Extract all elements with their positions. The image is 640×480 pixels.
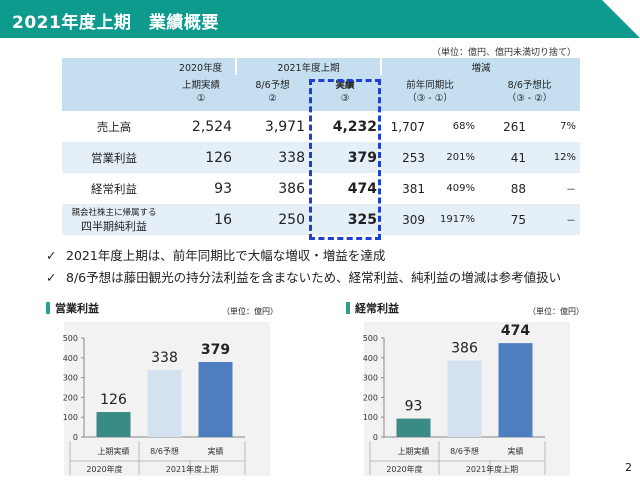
bullet-item: ✓ 2021年度上期は、前年同期比で大幅な増収・増益を達成 (46, 248, 386, 263)
chart-unit-left: （単位：億円） (222, 307, 278, 316)
bar-value-label: 93 (405, 399, 423, 415)
y-tick-label: 100 (363, 413, 378, 422)
table-row: 経常利益 93 386 474 381 409% 88 － (62, 173, 580, 204)
header-2021-h1: 2021年度上期 (235, 58, 381, 75)
x-category-label: 8/6予想 (150, 446, 179, 456)
bar (198, 361, 233, 437)
bar-value-label: 338 (151, 350, 178, 366)
title-corner-decoration (602, 0, 640, 38)
checkmark-icon: ✓ (46, 248, 57, 263)
cell: 75 (479, 204, 530, 235)
bar (396, 418, 431, 437)
bar (447, 360, 482, 437)
cell: 386 (278, 180, 305, 197)
bar (498, 343, 533, 437)
cell: 381 (402, 181, 425, 196)
subheader-h1-actual: 上期実績 ① (166, 75, 236, 111)
cell: 261 (503, 119, 526, 134)
cell: 2,524 (191, 118, 232, 135)
y-tick-label: 500 (63, 334, 78, 343)
x-category-label: 実績 (508, 446, 524, 456)
table-header-row: 2020年度 2021年度上期 増減 (62, 58, 581, 75)
y-tick-label: 200 (63, 393, 78, 402)
actual-column-highlight (309, 79, 381, 240)
bar-value-label: 474 (501, 323, 530, 339)
cell: － (566, 185, 577, 196)
bullet-item: ✓ 8/6予想は藤田観光の持分法利益を含まないため、経常利益、純利益の増減は参考値… (46, 270, 562, 285)
bar (147, 370, 182, 437)
y-tick-label: 0 (373, 433, 378, 442)
y-tick-label: 400 (63, 354, 78, 363)
row-label-sales: 売上高 (96, 119, 132, 134)
cell: 253 (381, 142, 429, 173)
checkmark-icon: ✓ (46, 270, 57, 285)
cell: 325 (309, 204, 381, 235)
header-2020: 2020年度 (166, 58, 236, 75)
y-tick-label: 100 (63, 413, 78, 422)
bar-value-label: 379 (201, 342, 230, 358)
cell: 1,707 (390, 119, 425, 134)
cell: 338 (236, 142, 309, 173)
cell: 12% (530, 142, 581, 173)
results-table: 2020年度 2021年度上期 増減 上期実績 ① 8/6予想 ② 実績 ③ 前年同期… (62, 58, 581, 235)
cell: 3,971 (264, 118, 305, 135)
cell: 379 (309, 142, 381, 173)
x-group-label: 2021年度上期 (466, 464, 518, 474)
title-marker-icon (346, 302, 350, 314)
cell: 7% (560, 121, 577, 132)
x-group-label: 2020年度 (86, 464, 122, 474)
cell: － (530, 204, 581, 235)
subheader-yoy: 前年同期比 （③ - ①） (381, 75, 479, 111)
bar-value-label: 126 (100, 392, 127, 408)
table-row: 売上高 2,524 3,971 4,232 1,707 68% 261 7% (62, 111, 580, 142)
cell: 93 (214, 180, 232, 197)
header-change: 増減 (379, 58, 581, 75)
chart-title-operating-income: 営業利益 (46, 300, 99, 316)
y-tick-label: 300 (63, 374, 78, 383)
title-marker-icon (46, 302, 50, 314)
x-category-label: 上期実績 (98, 446, 130, 456)
cell: 126 (166, 142, 236, 173)
table-unit-note: （単位：億円、億円未満切り捨て） (431, 48, 576, 58)
cell: 409% (446, 183, 475, 194)
cell: 4,232 (332, 118, 377, 135)
summary-bullets: ✓ 2021年度上期は、前年同期比で大幅な増収・増益を達成 ✓ 8/6予想は藤田観光… (46, 247, 561, 291)
y-tick-label: 300 (363, 374, 378, 383)
cell: 474 (347, 180, 377, 197)
subheader-vs-forecast: 8/6予想比 （③ - ②） (479, 75, 581, 111)
x-group-label: 2021年度上期 (166, 464, 218, 474)
cell: 16 (166, 204, 236, 235)
x-category-label: 上期実績 (398, 446, 430, 456)
title-bar: 2021年度上期 業績概要 (0, 0, 640, 38)
bar-value-label: 386 (451, 341, 478, 357)
row-label-operating-income: 営業利益 (62, 142, 166, 173)
table-row: 親会社株主に帰属する 四半期純利益 16 250 325 309 1917% 75… (62, 204, 581, 235)
cell: 68% (452, 121, 475, 132)
x-category-label: 8/6予想 (450, 446, 479, 456)
page-number: 2 (625, 461, 632, 474)
chart-title-ordinary-income: 経常利益 (346, 300, 399, 316)
cell: 201% (429, 142, 479, 173)
table-row: 営業利益 126 338 379 253 201% 41 12% (62, 142, 581, 173)
x-group-label: 2020年度 (386, 464, 422, 474)
y-tick-label: 400 (363, 354, 378, 363)
bar (96, 412, 131, 437)
cell: 41 (479, 142, 530, 173)
cell: 250 (236, 204, 309, 235)
row-label-ordinary-income: 経常利益 (91, 181, 137, 196)
cell: 309 (381, 204, 429, 235)
subheader-forecast: 8/6予想 ② (236, 75, 309, 111)
cell: 88 (510, 181, 526, 196)
cell: 1917% (429, 204, 479, 235)
y-tick-label: 500 (363, 334, 378, 343)
page-title: 2021年度上期 業績概要 (12, 13, 219, 33)
y-tick-label: 0 (73, 433, 78, 442)
x-category-label: 実績 (208, 446, 224, 456)
chart-unit-right: （単位：億円） (528, 307, 584, 316)
row-label-net-income: 親会社株主に帰属する 四半期純利益 (62, 204, 166, 235)
y-tick-label: 200 (363, 393, 378, 402)
